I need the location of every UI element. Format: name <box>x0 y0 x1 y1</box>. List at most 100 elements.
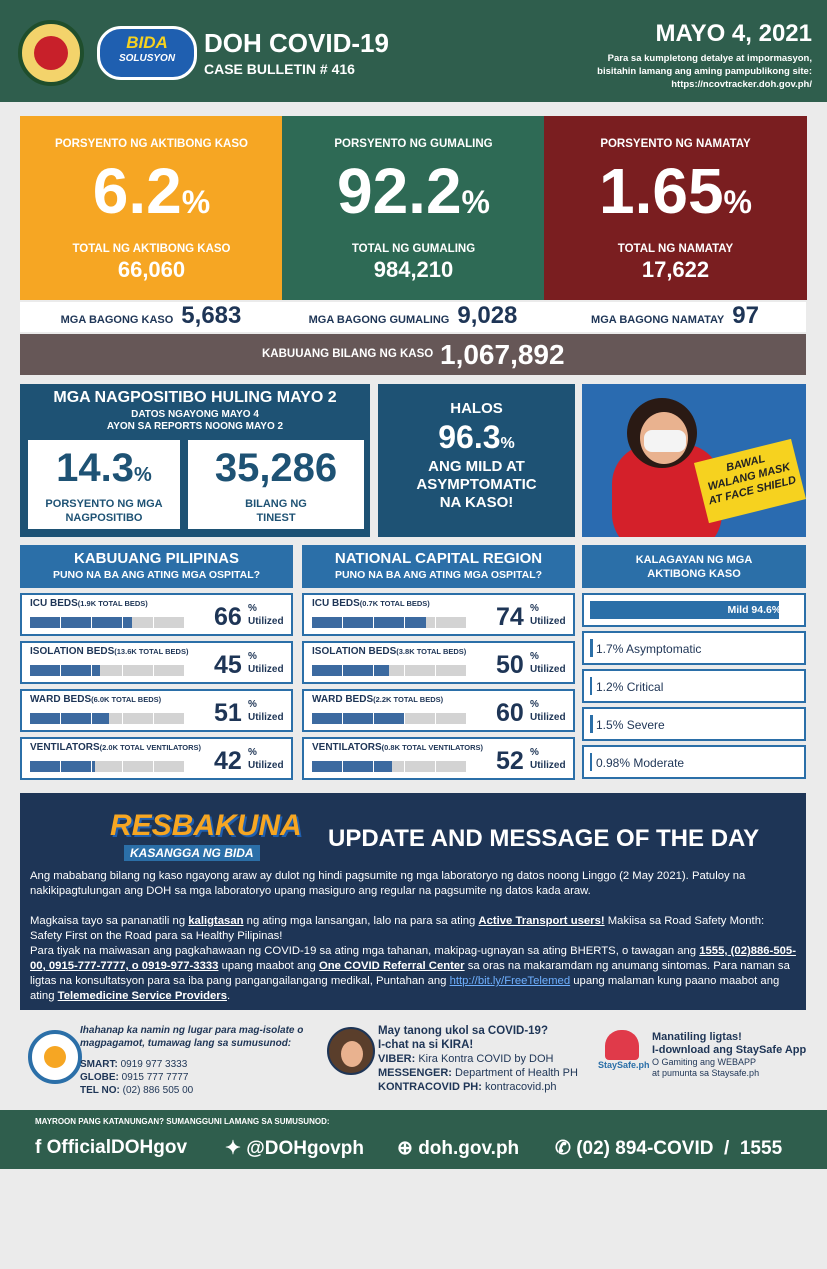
utilized: Utilized <box>530 616 566 627</box>
rate: 14.3% <box>28 446 180 491</box>
rate-card: 14.3% PORSYENTO NG MGA NAGPOSITIBO <box>28 440 180 529</box>
label-line: PORSYENTO NG MGA <box>45 498 163 510</box>
pct-sign: % <box>248 603 257 614</box>
block-fill <box>374 761 392 772</box>
block <box>436 713 466 724</box>
status-label: Critical <box>626 680 664 694</box>
block-fill <box>312 665 342 676</box>
bulletin: CASE BULLETIN # 416 <box>204 61 355 77</box>
doh-seal <box>18 20 84 86</box>
block <box>30 617 60 628</box>
row-value: 52 <box>496 747 524 775</box>
hospital-column: NATIONAL CAPITAL REGION PUNO NA BA ANG AT… <box>302 545 575 785</box>
label-line: BILANG NG <box>245 498 307 510</box>
status-header: KALAGAYAN NG MGA AKTIBONG KASO <box>582 545 806 588</box>
mild-text: ANG MILD AT ASYMPTOMATIC NA KASO! <box>378 458 575 512</box>
text: sa oras na makaramdam ng anumang sintoma… <box>30 960 790 987</box>
facebook[interactable]: f OfficialDOHgov <box>35 1137 188 1158</box>
utilized: Utilized <box>530 760 566 771</box>
hotline[interactable]: ✆ (02) 894-COVID / 1555 <box>555 1138 783 1159</box>
mild-lead: HALOS <box>450 400 503 417</box>
total-label: TOTAL NG GUMALING <box>351 243 476 255</box>
status-text: Mild 94.6% <box>728 604 782 616</box>
capacity: (1.9K TOTAL BEDS) <box>77 599 148 608</box>
status-value: 1.2 <box>596 680 613 694</box>
text: upang malaman kung paano maabot ang atin… <box>30 975 780 1002</box>
note: Para sa kumpletong detalye at impormasyo… <box>597 52 812 91</box>
facebook-handle[interactable]: OfficialDOHgov <box>46 1137 188 1158</box>
name: ICU BEDS <box>312 598 360 609</box>
hospital-header: NATIONAL CAPITAL REGION PUNO NA BA ANG AT… <box>302 545 575 588</box>
hospital-row: WARD BEDS(6.0K TOTAL BEDS) 51% Utilized <box>20 689 293 732</box>
contact-value: 0919 977 3333 <box>120 1059 188 1070</box>
sign: BAWAL WALANG MASK AT FACE SHIELD <box>693 438 806 524</box>
stat-percent: 1.65% <box>544 156 807 237</box>
note-line: bisitahin lamang ang aming pampublikong … <box>597 66 812 77</box>
status-bar <box>590 753 592 771</box>
pct-sign: % <box>530 651 539 662</box>
title-line: KALAGAYAN NG MGA <box>635 554 753 566</box>
pct-sign: % <box>248 699 257 710</box>
utilized: Utilized <box>530 712 566 723</box>
contact-value: 0915 777 7777 <box>121 1072 189 1083</box>
stats: PORSYENTO NG AKTIBONG KASO 6.2% TOTAL NG A… <box>20 116 807 300</box>
name: VENTILATORS <box>30 742 100 753</box>
block <box>436 617 466 628</box>
positives: MGA NAGPOSITIBO HULING MAYO 2 DATOS NGAY… <box>20 384 370 537</box>
block <box>343 617 373 628</box>
twitter[interactable]: ✦ @DOHgovph <box>225 1138 364 1159</box>
total-value: 17,622 <box>641 257 710 282</box>
logo-core <box>44 1046 66 1068</box>
isolation-contacts: Ihahanap ka namin ng lugar para mag-isol… <box>80 1024 303 1097</box>
text-line: O Gamiting ang WEBAPP <box>652 1057 757 1067</box>
name: WARD BEDS <box>312 694 374 705</box>
website[interactable]: ⊕ doh.gov.ph <box>397 1138 520 1159</box>
website-url[interactable]: doh.gov.ph <box>418 1138 520 1159</box>
hospital-column: KABUUANG PILIPINAS PUNO NA BA ANG ATING M… <box>20 545 293 785</box>
tests: 35,286 <box>214 446 338 490</box>
contact-label: MESSENGER: <box>378 1067 452 1079</box>
heart <box>605 1030 639 1060</box>
note-line: Para sa kumpletong detalye at impormasyo… <box>607 53 812 64</box>
hospital-row: ISOLATION BEDS(13.6K TOTAL BEDS) 45% Utili… <box>20 641 293 684</box>
note-line: https://ncovtracker.doh.gov.ph/ <box>671 79 812 90</box>
pct-sign: % <box>612 680 624 694</box>
contact-line: SMART: 0919 977 3333 <box>80 1058 303 1071</box>
link: kaligtasan <box>188 915 244 927</box>
stat-heading: PORSYENTO NG AKTIBONG KASO <box>55 138 248 150</box>
block-fill <box>61 665 91 676</box>
row-value: 51 <box>214 699 242 727</box>
hospital-row: ICU BEDS(0.7K TOTAL BEDS) 74% Utilized <box>302 593 575 636</box>
hospital-title: NATIONAL CAPITAL REGION <box>334 550 543 567</box>
hospital-header: KABUUANG PILIPINAS PUNO NA BA ANG ATING M… <box>20 545 293 588</box>
new-value: 9,028 <box>457 302 518 329</box>
stat-box: PORSYENTO NG AKTIBONG KASO 6.2% TOTAL NG A… <box>20 116 283 300</box>
block-fill <box>61 713 91 724</box>
twitter-handle[interactable]: @DOHgovph <box>246 1138 364 1159</box>
stat-box: PORSYENTO NG NAMATAY 1.65% TOTAL NG NAMATA… <box>544 116 807 300</box>
block <box>123 713 153 724</box>
block-fill <box>312 761 342 772</box>
hotline-number[interactable]: (02) 894-COVID / 1555 <box>576 1138 783 1159</box>
stat-box: PORSYENTO NG GUMALING 92.2% TOTAL NG GUMAL… <box>282 116 545 300</box>
paragraph: Magkaisa tayo sa pananatili ng kaligtasa… <box>30 914 796 944</box>
block-fill <box>374 617 404 628</box>
paragraph: Ang mababang bilang ng kaso ngayong araw… <box>30 869 796 899</box>
update: RESBAKUNA KASANGGA NG BIDA UPDATE AND ME… <box>20 793 806 1010</box>
new-cases-row: MGA BAGONG KASO 5,683 MGA BAGONG GUMALING 9… <box>20 302 806 332</box>
hospital-title: KABUUANG PILIPINAS <box>73 550 239 567</box>
block <box>374 617 404 628</box>
logo-top: BIDA <box>126 33 168 52</box>
pct-sign: % <box>619 756 631 770</box>
hospital-row: ICU BEDS(1.9K TOTAL BEDS) 66% Utilized <box>20 593 293 636</box>
block <box>92 665 122 676</box>
pct-sign: % <box>248 651 257 662</box>
utilized: Utilized <box>248 712 284 723</box>
total-label: TOTAL NG AKTIBONG KASO <box>72 243 231 255</box>
total-value: 1,067,892 <box>440 339 565 370</box>
mask <box>644 430 686 452</box>
pct-sign: % <box>500 435 515 452</box>
row-name: ISOLATION BEDS(3.8K TOTAL BEDS) <box>312 646 466 657</box>
status-bar <box>590 639 594 657</box>
kira-lines: VIBER: Kira Kontra COVID by DOH MESSENGER… <box>378 1052 578 1094</box>
